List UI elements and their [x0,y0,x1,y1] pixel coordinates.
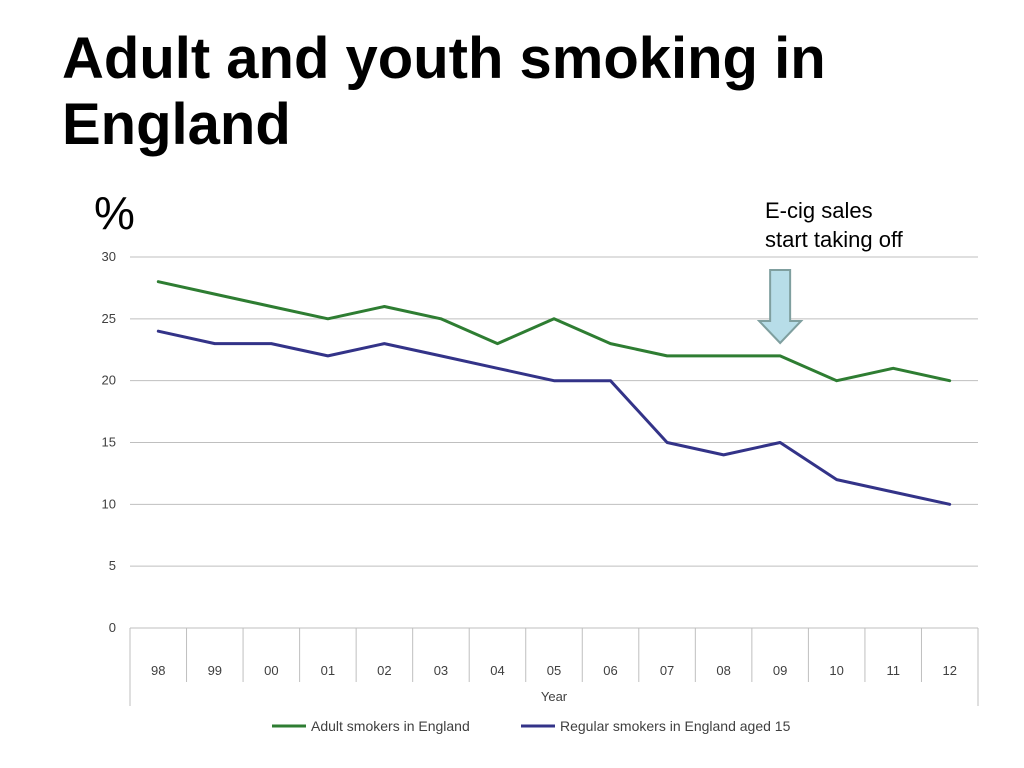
x-tick-label-07: 07 [660,663,674,678]
x-tick-label-11: 11 [886,663,900,678]
y-tick-label-30: 30 [102,249,116,264]
series-lines [156,280,952,506]
x-tick-label-00: 00 [264,663,278,678]
x-tick-label-06: 06 [603,663,617,678]
x-tick-label-08: 08 [716,663,730,678]
annotation-arrow [756,269,804,345]
series-line-1 [156,280,952,383]
legend-label-2: Regular smokers in England aged 15 [560,718,791,734]
ecig-annotation: E-cig sales start taking off [765,196,903,254]
x-tick-label-99: 99 [208,663,222,678]
series-line-2 [156,329,952,506]
y-tick-label-25: 25 [102,311,116,326]
x-tick-label-01: 01 [321,663,335,678]
x-tick-label-05: 05 [547,663,561,678]
y-tick-label-15: 15 [102,435,116,450]
x-tick-label-02: 02 [377,663,391,678]
x-axis-label: Year [541,689,568,704]
legend: Adult smokers in England Regular smokers … [272,718,791,734]
x-tick-label-98: 98 [151,663,165,678]
y-tick-label-5: 5 [109,558,116,573]
slide-title: Adult and youth smoking in England [62,26,826,157]
x-tick-label-10: 10 [829,663,843,678]
annotation-line-1: E-cig sales [765,198,873,223]
y-tick-label-20: 20 [102,373,116,388]
y-unit-label: % [94,187,135,239]
gridlines [130,256,978,629]
down-arrow-icon [756,269,804,345]
annotation-line-2: start taking off [765,227,903,252]
x-tick-label-04: 04 [490,663,504,678]
x-tick-label-12: 12 [942,663,956,678]
x-axis: 98 99 00 01 02 03 04 05 06 07 08 09 10 11 12 [129,628,979,706]
y-axis-ticks: 0 5 10 15 20 25 30 [102,249,116,635]
x-tick-label-03: 03 [434,663,448,678]
x-tick-label-09: 09 [773,663,787,678]
y-tick-label-0: 0 [109,620,116,635]
y-tick-label-10: 10 [102,496,116,511]
legend-label-1: Adult smokers in England [311,718,470,734]
